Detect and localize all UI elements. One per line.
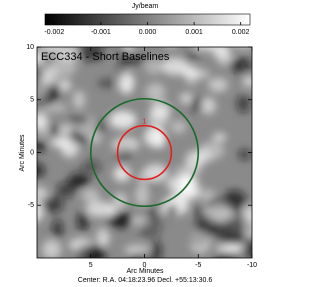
image — [37, 47, 252, 258]
y-tick-label: 10 — [26, 44, 34, 51]
image-title: ECC334 - Short Baselines — [41, 51, 170, 63]
y-tick-label: 0 — [30, 149, 34, 156]
x-tick-label: -5 — [195, 262, 201, 269]
y-tick-label: 5 — [30, 97, 34, 104]
circle-label: 1 — [143, 118, 147, 125]
x-tick-label: 0 — [143, 262, 147, 269]
footer: Center: R.A. 04:18:23.96 Decl. +55:13:30… — [78, 277, 213, 284]
colorbar-label: Jy/beam — [132, 3, 159, 10]
y-tick-label: -5 — [28, 202, 34, 209]
x-tick-label: -10 — [247, 262, 257, 269]
chart: Jy/beam ECC334 - Short Baselines Arc Min… — [19, 3, 257, 284]
colorbar-tick-label: 0.002 — [232, 29, 250, 36]
beam-circle — [89, 97, 200, 208]
colorbar-tick-label: 0.001 — [185, 29, 203, 36]
x-tick-label: 5 — [89, 262, 93, 269]
beam-circle — [116, 124, 173, 181]
y-label: Arc Minutes — [19, 134, 26, 171]
x-label: Arc Minutes — [127, 268, 164, 275]
colorbar-tick-label: 0.000 — [139, 29, 157, 36]
colorbar-tick-label: -0.001 — [91, 29, 111, 36]
colorbar-tick-label: -0.002 — [44, 29, 64, 36]
